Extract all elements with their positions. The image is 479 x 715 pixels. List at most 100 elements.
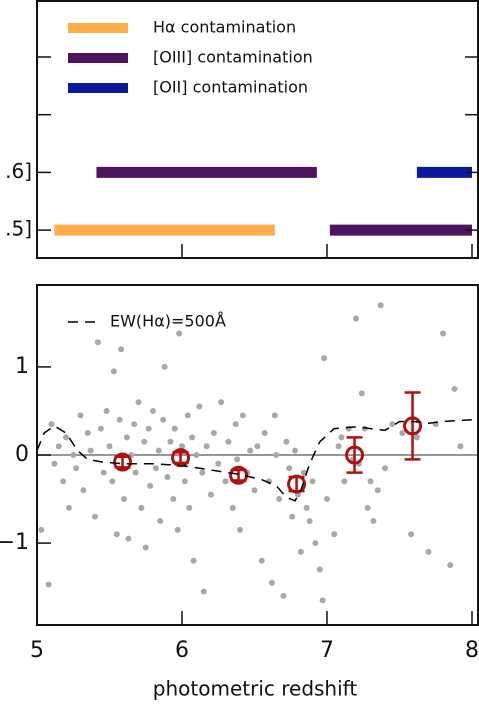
data-point — [109, 478, 116, 485]
data-point — [254, 443, 261, 450]
data-point — [258, 557, 265, 564]
data-point — [70, 452, 77, 458]
model-line — [37, 419, 473, 502]
data-point — [174, 526, 181, 533]
data-point — [118, 346, 125, 353]
data-point — [367, 478, 374, 485]
data-point — [316, 566, 323, 573]
legend-label: [OII] contamination — [153, 78, 308, 97]
data-point — [447, 562, 454, 569]
data-point — [45, 581, 52, 588]
data-point — [273, 452, 280, 458]
data-point — [176, 330, 183, 337]
data-point — [100, 469, 107, 476]
data-point — [116, 416, 123, 423]
data-point — [77, 412, 84, 419]
data-point — [131, 421, 138, 428]
data-point — [247, 447, 254, 454]
y-tick-label: .6] — [5, 159, 32, 183]
data-point — [268, 579, 275, 586]
data-point — [289, 513, 296, 520]
data-point — [135, 399, 142, 406]
data-point — [190, 557, 197, 564]
data-point — [222, 478, 229, 485]
data-point — [319, 597, 326, 604]
data-point — [121, 496, 127, 503]
data-point — [232, 421, 239, 428]
data-point — [271, 412, 278, 419]
plot-frame — [36, 284, 479, 626]
data-point — [141, 438, 148, 445]
data-point — [97, 425, 104, 432]
binned-mean — [403, 416, 423, 436]
data-point — [94, 339, 101, 346]
data-point — [237, 526, 243, 533]
x-tick-label: 8 — [465, 638, 479, 663]
data-point — [374, 487, 381, 494]
data-point — [261, 429, 268, 436]
data-point — [229, 504, 236, 511]
data-point — [335, 443, 342, 450]
data-point — [48, 421, 55, 428]
data-point — [364, 504, 371, 511]
x-axis-label: photometric redshift — [153, 677, 358, 701]
data-point — [312, 540, 319, 547]
x-tick-label: 6 — [175, 638, 189, 663]
data-point — [80, 487, 87, 494]
data-point — [286, 465, 293, 472]
data-point — [55, 443, 62, 450]
y-tick-label: 1 — [15, 354, 29, 379]
data-point — [184, 412, 191, 419]
legend-label: EW(Hα)=500Å — [110, 312, 226, 331]
x-tick-label: 7 — [320, 638, 334, 663]
data-point — [65, 504, 72, 511]
data-point — [147, 482, 154, 489]
data-point — [234, 456, 241, 463]
data-point — [38, 526, 45, 533]
binned-mean — [345, 445, 365, 465]
data-point — [170, 496, 177, 503]
data-point — [389, 421, 396, 428]
legend-label: [OIII] contamination — [153, 48, 313, 67]
data-point — [145, 425, 152, 432]
data-point — [203, 443, 210, 450]
y-tick-label: .5] — [5, 217, 32, 241]
data-point — [341, 478, 348, 485]
data-point — [306, 518, 313, 525]
data-point — [358, 390, 365, 397]
data-point — [425, 548, 432, 555]
binned-mean — [287, 474, 307, 494]
data-point — [51, 460, 58, 467]
data-point — [138, 504, 145, 511]
data-point — [60, 478, 67, 485]
data-point — [215, 460, 222, 467]
data-point — [106, 443, 113, 450]
data-point — [200, 588, 207, 595]
data-point — [161, 363, 168, 370]
data-point — [309, 478, 316, 485]
data-point — [457, 443, 464, 450]
data-point — [292, 447, 299, 454]
data-point — [87, 447, 94, 454]
data-point — [103, 407, 110, 414]
y-tick-label: −1 — [0, 530, 29, 555]
data-point — [152, 465, 159, 472]
data-point — [210, 429, 217, 436]
data-point — [353, 315, 359, 322]
data-point — [440, 330, 446, 337]
data-point — [303, 504, 310, 511]
data-point — [84, 429, 91, 436]
data-point — [113, 531, 120, 538]
data-point — [276, 496, 283, 503]
data-point — [123, 434, 130, 441]
data-point — [321, 355, 328, 362]
data-point — [218, 399, 225, 406]
legend-label: Hα contamination — [153, 18, 296, 37]
data-point — [73, 465, 80, 472]
data-point — [157, 518, 164, 525]
data-point — [132, 469, 139, 476]
data-point — [382, 465, 388, 472]
data-point — [150, 407, 156, 414]
plot-frame — [36, 0, 479, 259]
